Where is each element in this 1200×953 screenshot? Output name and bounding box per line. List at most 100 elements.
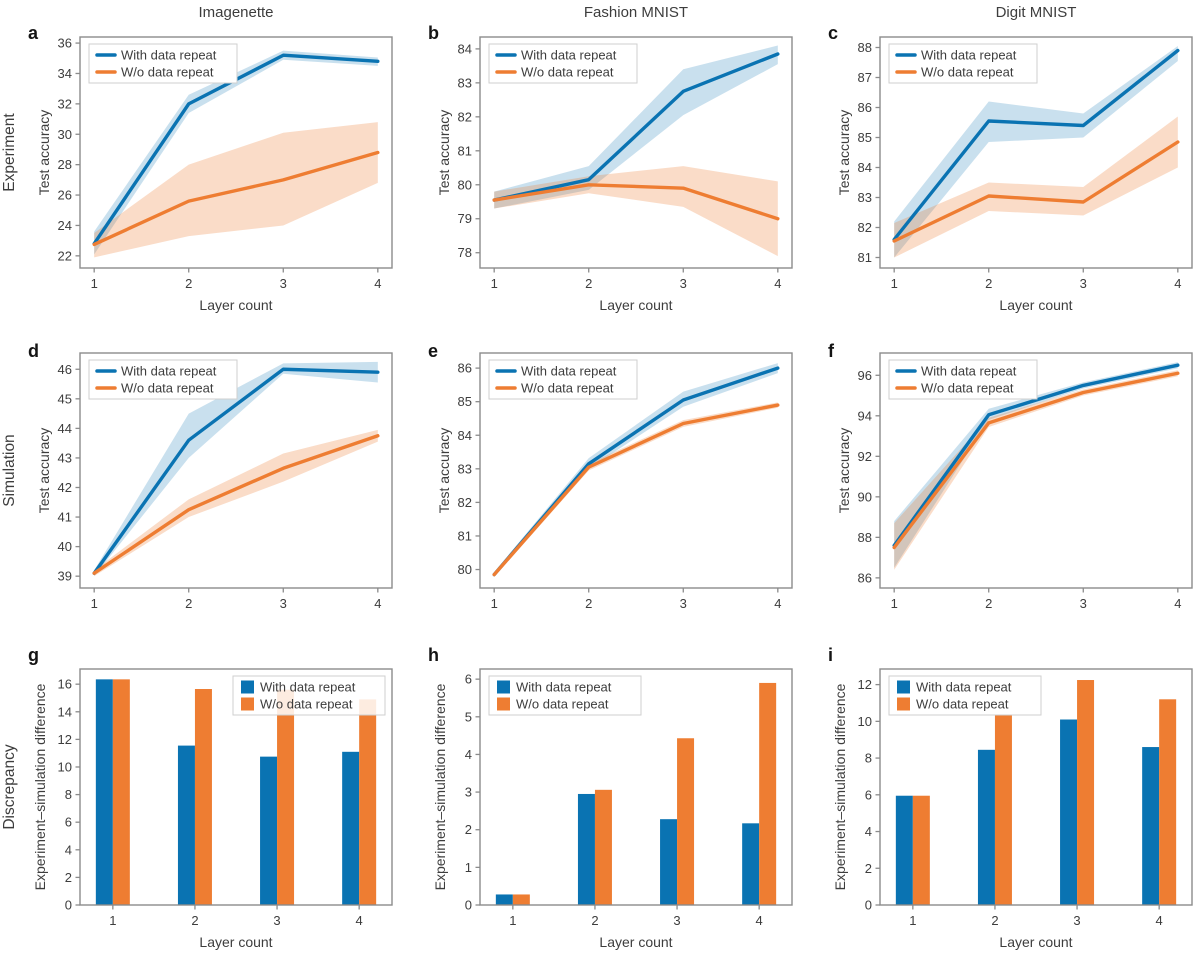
- series-line-without_repeat: [892, 371, 1180, 550]
- y-tick-label: 85: [458, 394, 472, 409]
- bar-with_repeat-x4: [742, 823, 760, 905]
- y-tick-label: 80: [458, 177, 472, 192]
- x-tick-label: 4: [774, 276, 781, 291]
- series-line-without_repeat: [892, 140, 1180, 243]
- y-tick-label: 94: [858, 408, 872, 423]
- x-tick-label: 1: [91, 276, 98, 291]
- legend-box: [888, 359, 1038, 400]
- y-tick-label: 43: [58, 450, 72, 465]
- band-without_repeat: [894, 116, 1178, 258]
- plot-box: [879, 668, 1193, 906]
- x-tick-label: 3: [273, 913, 280, 928]
- y-tick-label: 83: [458, 461, 472, 476]
- y-tick-label: 4: [65, 842, 72, 857]
- bar-with_repeat-x3: [660, 819, 678, 905]
- legend: With data repeat W/o data repeat: [88, 43, 238, 84]
- x-tick-label: 1: [491, 276, 498, 291]
- x-tick-label: 2: [985, 276, 992, 291]
- legend-box: [488, 359, 638, 400]
- x-tick-label: 2: [985, 596, 992, 611]
- legend: With data repeat W/o data repeat: [888, 43, 1038, 84]
- legend-box: [888, 43, 1038, 84]
- column-title: Digit MNIST: [996, 4, 1077, 21]
- legend-box: [232, 675, 386, 716]
- row-label: Experiment: [1, 113, 18, 192]
- y-tick-label: 34: [58, 66, 72, 81]
- y-tick-label: 0: [865, 898, 872, 913]
- y-tick-label: 24: [58, 218, 72, 233]
- legend-label: With data repeat: [516, 680, 612, 695]
- y-axis-label: Test accuracy: [36, 428, 52, 514]
- bar-with_repeat-x2: [977, 749, 995, 905]
- x-tick-label: 3: [673, 913, 680, 928]
- plot-box: [479, 36, 793, 269]
- legend: With data repeat W/o data repeat: [888, 359, 1038, 400]
- plot-box: [79, 352, 393, 589]
- y-tick-label: 2: [65, 870, 72, 885]
- legend-label: With data repeat: [921, 364, 1017, 379]
- panel-letter: c: [828, 23, 838, 43]
- legend-label: W/o data repeat: [521, 65, 614, 80]
- series-line-without_repeat: [492, 403, 780, 577]
- band-with_repeat: [494, 45, 778, 209]
- y-tick-label: 41: [58, 510, 72, 525]
- x-tick-label: 3: [280, 596, 287, 611]
- y-tick-label: 2: [465, 822, 472, 837]
- series-line-with_repeat: [892, 48, 1180, 242]
- bar-without_repeat-x2: [594, 789, 612, 905]
- y-axis-label: Test accuracy: [36, 110, 52, 196]
- y-tick-label: 79: [458, 211, 472, 226]
- y-tick-label: 6: [465, 672, 472, 687]
- plot-box: [79, 668, 393, 906]
- row-label: Discrepancy: [1, 744, 18, 830]
- legend: With data repeat W/o data repeat: [488, 675, 642, 716]
- y-tick-label: 86: [858, 570, 872, 585]
- y-tick-label: 4: [865, 824, 872, 839]
- x-tick-label: 4: [1156, 913, 1163, 928]
- x-tick-label: 2: [185, 596, 192, 611]
- x-axis-label: Layer count: [599, 934, 672, 950]
- x-tick-label: 2: [585, 596, 592, 611]
- x-axis-label: Layer count: [999, 617, 1072, 620]
- band-with_repeat: [894, 46, 1178, 258]
- bar-with_repeat-x1: [895, 795, 913, 905]
- y-axis-label: Test accuracy: [836, 110, 852, 196]
- x-tick-label: 4: [374, 596, 381, 611]
- x-tick-label: 1: [491, 596, 498, 611]
- y-tick-label: 84: [458, 428, 472, 443]
- legend-label: With data repeat: [121, 48, 217, 63]
- y-tick-label: 30: [58, 127, 72, 142]
- bar-without_repeat-x3: [1077, 680, 1095, 905]
- legend-label: W/o data repeat: [921, 65, 1014, 80]
- bar-without_repeat-x3: [677, 738, 695, 905]
- bar-without_repeat-x1: [512, 894, 530, 905]
- x-axis-label: Layer count: [599, 297, 672, 313]
- legend-label: With data repeat: [921, 48, 1017, 63]
- legend-label: With data repeat: [521, 364, 617, 379]
- y-tick-label: 83: [458, 75, 472, 90]
- x-tick-label: 2: [591, 913, 598, 928]
- x-tick-label: 4: [1174, 276, 1181, 291]
- y-tick-label: 40: [58, 539, 72, 554]
- row-label: Simulation: [1, 434, 18, 506]
- x-tick-label: 3: [1080, 596, 1087, 611]
- y-tick-label: 88: [858, 530, 872, 545]
- x-axis-label: Layer count: [199, 297, 272, 313]
- legend-swatch-with_repeat: [497, 680, 510, 694]
- y-tick-label: 82: [458, 495, 472, 510]
- y-tick-label: 12: [58, 732, 72, 747]
- series-line-without_repeat: [492, 183, 780, 221]
- y-tick-label: 0: [65, 898, 72, 913]
- band-without_repeat: [494, 166, 778, 257]
- series-line-without_repeat: [92, 150, 380, 247]
- legend-box: [888, 675, 1042, 716]
- y-tick-label: 3: [465, 785, 472, 800]
- y-tick-label: 90: [858, 489, 872, 504]
- panel-e: 80 81 82 83 84 85 86 1 2 3 4 Layer count Test accura…: [428, 341, 793, 620]
- y-tick-label: 28: [58, 157, 72, 172]
- series-line-without_repeat: [92, 434, 380, 575]
- x-tick-label: 4: [356, 913, 363, 928]
- y-axis-label: Test accuracy: [836, 428, 852, 514]
- plot-box: [79, 36, 393, 269]
- series-line-with_repeat: [92, 367, 380, 575]
